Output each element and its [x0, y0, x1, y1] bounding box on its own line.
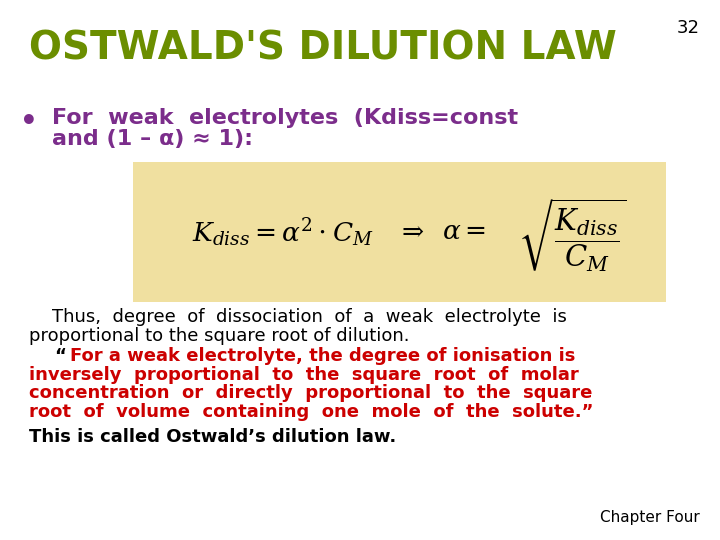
Text: root  of  volume  containing  one  mole  of  the  solute.”: root of volume containing one mole of th…: [29, 403, 593, 421]
Text: $\alpha =$: $\alpha =$: [441, 219, 485, 245]
Text: $\Rightarrow$: $\Rightarrow$: [396, 219, 424, 245]
Text: This is called Ostwald’s dilution law.: This is called Ostwald’s dilution law.: [29, 428, 396, 445]
Text: $\sqrt{\dfrac{K_{diss}}{C_M}}$: $\sqrt{\dfrac{K_{diss}}{C_M}}$: [518, 197, 627, 274]
Text: •: •: [20, 108, 38, 136]
Text: Chapter Four: Chapter Four: [600, 510, 700, 525]
Text: Thus,  degree  of  dissociation  of  a  weak  electrolyte  is: Thus, degree of dissociation of a weak e…: [29, 308, 567, 326]
Text: For a weak electrolyte, the degree of ionisation is: For a weak electrolyte, the degree of io…: [70, 347, 575, 364]
Text: proportional to the square root of dilution.: proportional to the square root of dilut…: [29, 327, 409, 345]
Text: For  weak  electrolytes  (Kdiss=const: For weak electrolytes (Kdiss=const: [52, 108, 518, 128]
Text: and (1 – α) ≈ 1):: and (1 – α) ≈ 1):: [52, 129, 253, 148]
Text: OSTWALD'S DILUTION LAW: OSTWALD'S DILUTION LAW: [29, 30, 616, 68]
Text: 32: 32: [677, 19, 700, 37]
Text: inversely  proportional  to  the  square  root  of  molar: inversely proportional to the square roo…: [29, 366, 579, 383]
Text: concentration  or  directly  proportional  to  the  square: concentration or directly proportional t…: [29, 384, 592, 402]
Text: $K_{diss} = \alpha^2 \cdot C_M$: $K_{diss} = \alpha^2 \cdot C_M$: [192, 216, 373, 248]
Text: “: “: [54, 347, 66, 364]
